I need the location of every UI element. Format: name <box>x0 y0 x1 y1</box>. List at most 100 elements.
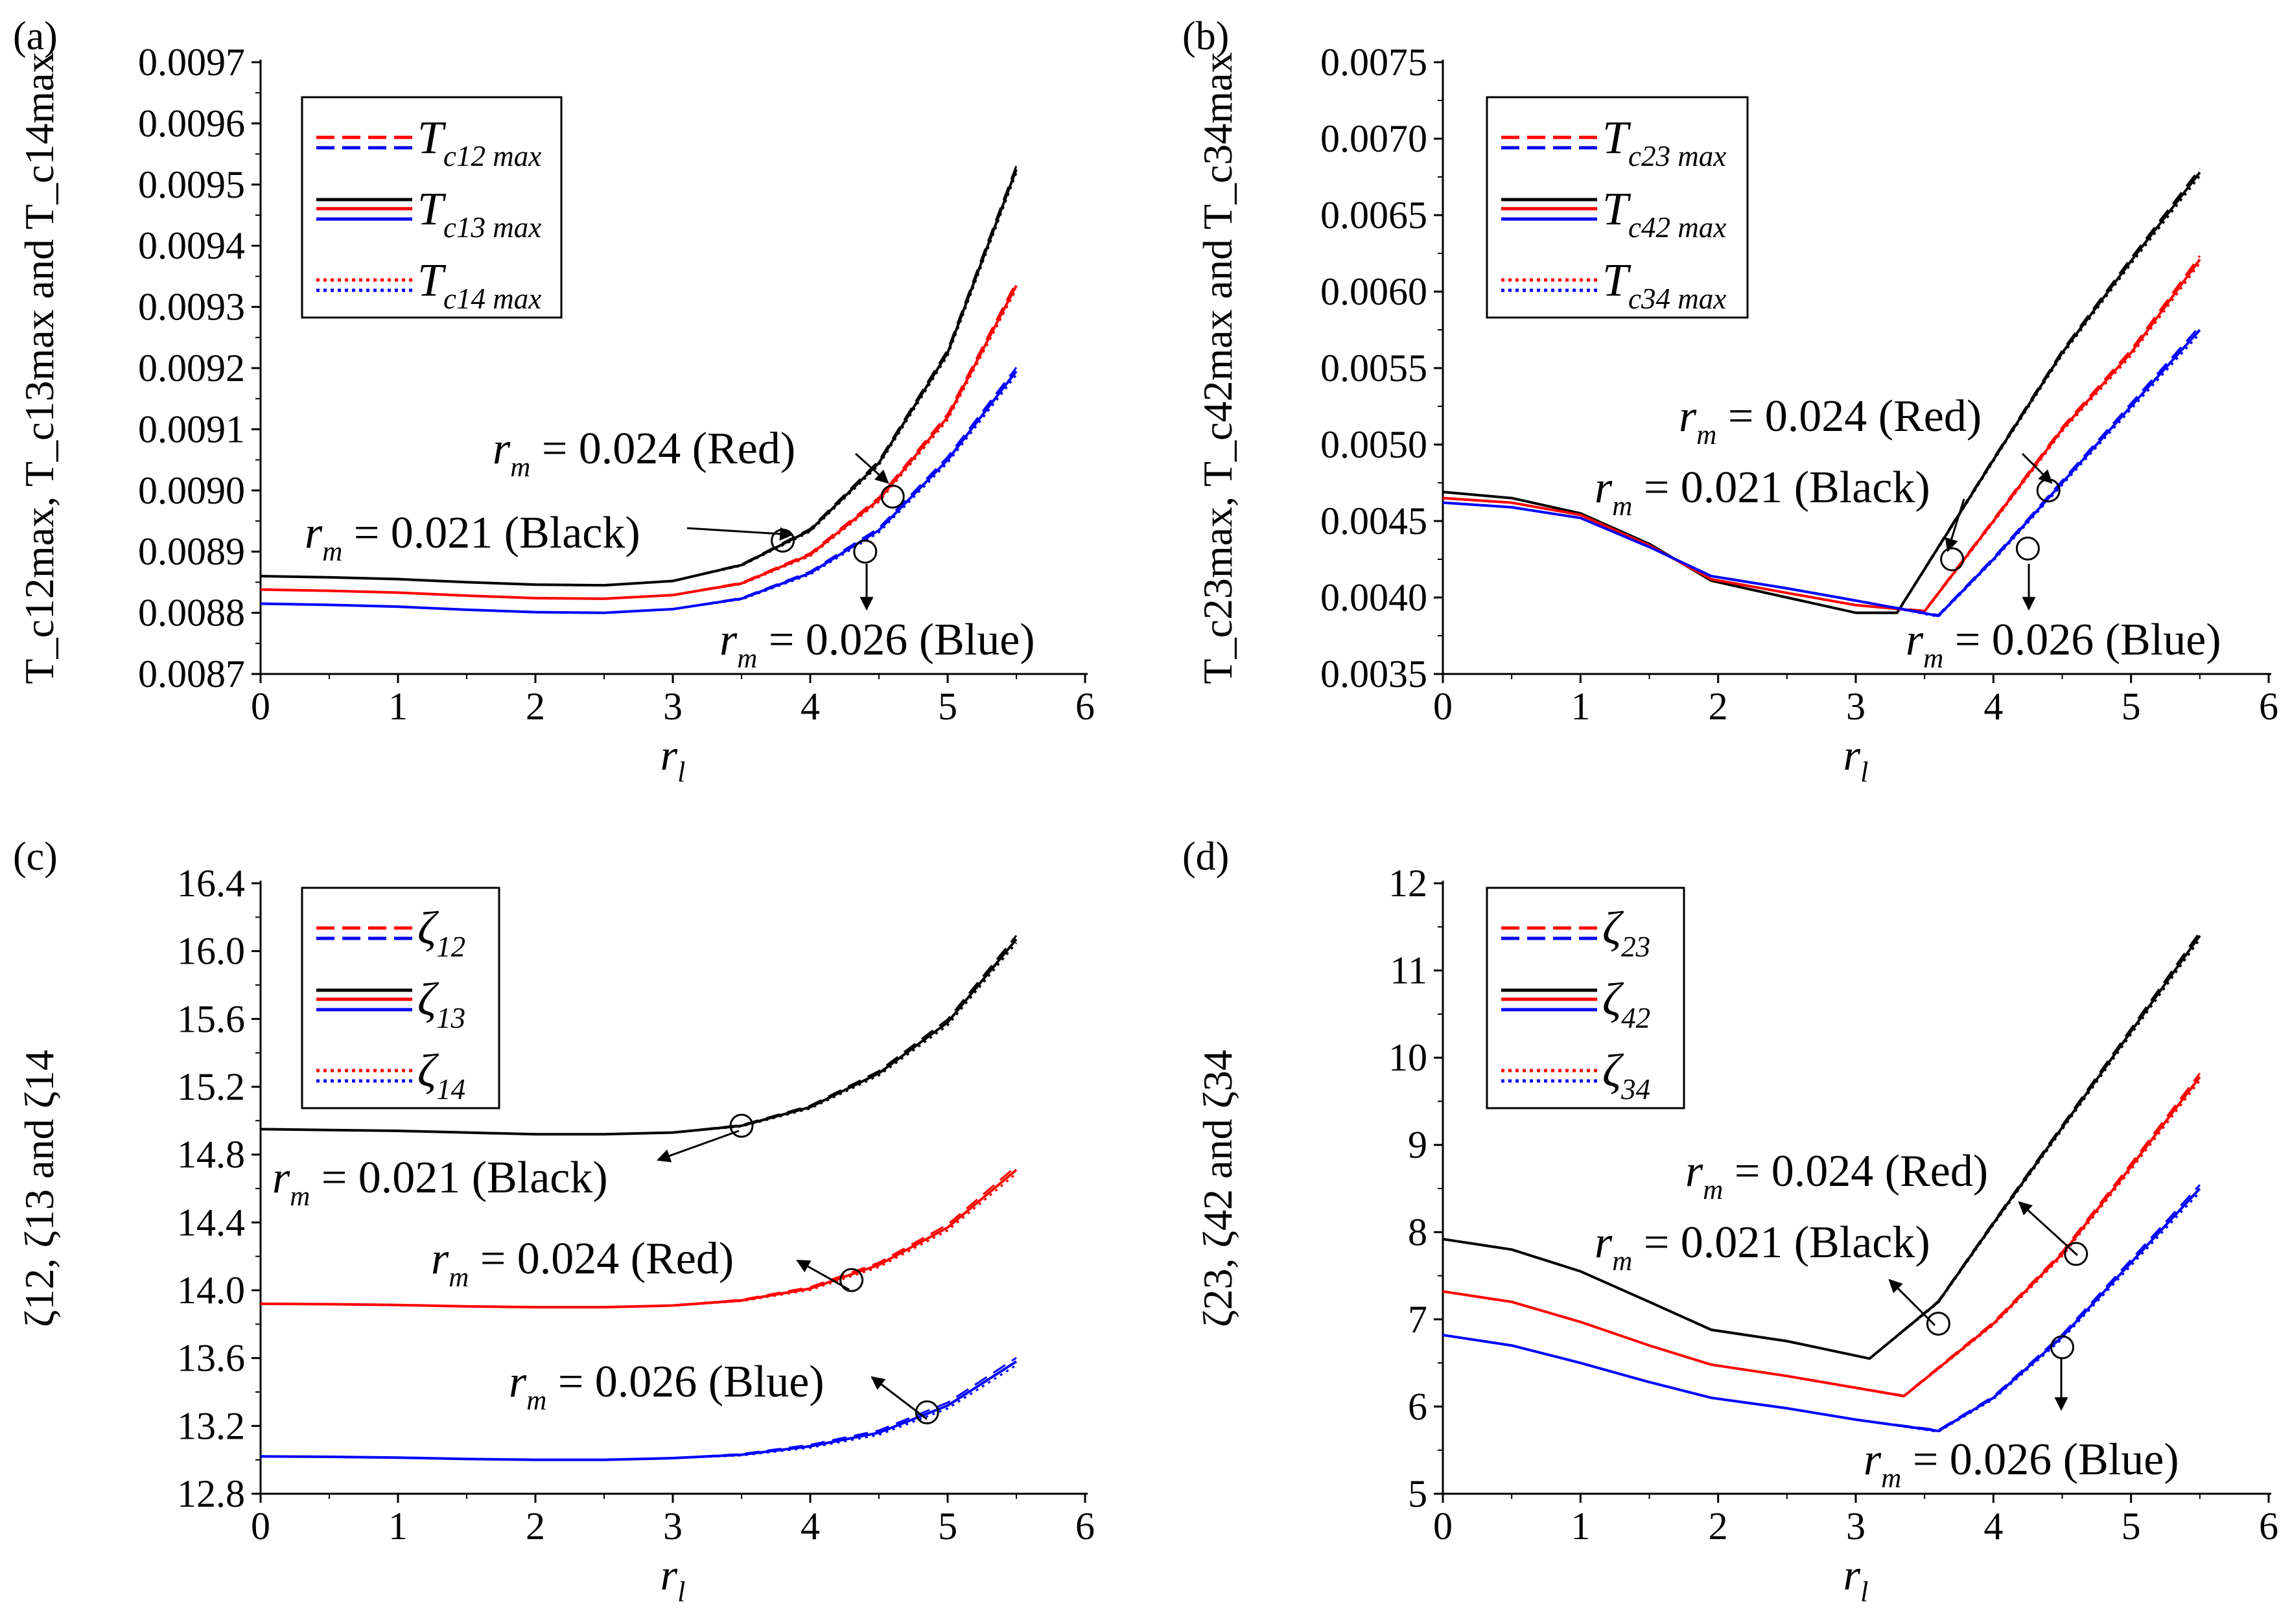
x-tick-label: 5 <box>2122 685 2141 728</box>
annotation-sub: c12 max <box>443 140 541 172</box>
annotation-text: rm = 0.024 (Red) <box>493 424 795 483</box>
y-tick-label: 0.0092 <box>138 347 245 389</box>
y-tick-label: 6 <box>1408 1385 1427 1428</box>
y-tick-label: 0.0095 <box>138 163 245 206</box>
x-tick-label: 2 <box>526 685 545 728</box>
legend-label: ζ34 <box>1602 1045 1650 1106</box>
x-tick-label: 2 <box>1709 1505 1728 1548</box>
y-tick-label: 0.0050 <box>1320 423 1427 466</box>
series-line-dashed <box>1442 325 2201 616</box>
annotation-lead: r <box>1906 615 1924 665</box>
annotation-lead: ζ <box>1602 1045 1624 1096</box>
panel-label: (d) <box>1182 835 1229 879</box>
annotation-marker-circle <box>2064 1242 2088 1266</box>
annotation-text: rm = 0.026 (Blue) <box>509 1357 824 1416</box>
annotation-arrow <box>2018 1201 2079 1257</box>
legend-label: Tc12 max <box>417 111 541 172</box>
annotation-marker-circle <box>1926 1312 1950 1336</box>
y-tick-label: 0.0060 <box>1320 270 1427 313</box>
x-label-sub: l <box>1860 756 1868 788</box>
y-tick-label: 13.2 <box>177 1404 245 1447</box>
annotation-rest: = 0.024 (Red) <box>1723 1146 1988 1196</box>
x-tick-label: 2 <box>1709 685 1728 728</box>
x-tick-label: 5 <box>938 1505 957 1548</box>
y-tick-label: 0.0097 <box>138 41 245 84</box>
panel-label: (a) <box>13 14 58 58</box>
y-tick-label: 0.0091 <box>138 408 245 450</box>
y-axis-label: ζ12, ζ13 and ζ14 <box>16 1050 62 1327</box>
x-tick-label: 5 <box>2122 1505 2141 1548</box>
annotation-lead: r <box>1595 1218 1613 1268</box>
annotation-lead: ζ <box>417 973 439 1025</box>
legend-label: Tc13 max <box>417 183 541 244</box>
annotation-sub: 13 <box>436 1002 465 1034</box>
annotation-arrow <box>871 1376 928 1421</box>
legend-label: ζ23 <box>1602 902 1650 963</box>
annotation-arrow <box>854 452 889 484</box>
x-tick-label: 4 <box>1983 685 2003 728</box>
x-label-main: r <box>1843 1550 1861 1599</box>
annotation-sub: m <box>1703 1175 1723 1205</box>
annotation-lead: ζ <box>1602 973 1624 1025</box>
x-tick-label: 5 <box>938 685 957 728</box>
annotation-rest: = 0.024 (Red) <box>1716 391 1982 441</box>
annotation-arrow <box>1945 498 1965 553</box>
annotation-lead: T <box>1602 254 1631 306</box>
series-line-solid <box>1442 259 2201 613</box>
panel-label: (b) <box>1182 14 1229 58</box>
y-tick-label: 0.0070 <box>1320 117 1427 160</box>
annotation-marker-circle <box>2050 1335 2074 1360</box>
x-tick-label: 0 <box>251 685 270 728</box>
annotation-text: rm = 0.026 (Blue) <box>1864 1435 2179 1494</box>
annotation-sub: c14 max <box>443 283 541 315</box>
y-tick-label: 0.0094 <box>138 224 245 267</box>
y-tick-label: 5 <box>1408 1472 1427 1515</box>
annotation-lead: r <box>1864 1435 1882 1485</box>
y-tick-label: 8 <box>1408 1211 1427 1253</box>
y-tick-label: 0.0045 <box>1320 500 1427 542</box>
annotation-lead: T <box>417 111 447 163</box>
panel-a: (a) 0 1 2 3 4 5 6 0.0087 0.0088 0.0089 0.0090 0.0091… <box>13 14 1095 788</box>
y-tick-label: 0.0093 <box>138 286 245 329</box>
annotation-lead: r <box>1679 391 1697 441</box>
x-tick-label: 6 <box>1075 685 1095 728</box>
annotation-rest: = 0.021 (Black) <box>1632 1218 1930 1268</box>
x-label-sub: l <box>677 756 685 788</box>
annotation-sub: c23 max <box>1628 140 1726 172</box>
y-axis-label: ζ23, ζ42 and ζ34 <box>1195 1050 1241 1327</box>
series-line-dotted <box>260 1172 1017 1308</box>
annotation-text: rm = 0.021 (Black) <box>1595 463 1930 522</box>
panel-label: (c) <box>13 835 58 879</box>
annotation-sub: m <box>526 1386 546 1416</box>
x-axis-label: rl <box>661 1550 686 1608</box>
annotation-marker-circle <box>729 1113 754 1138</box>
annotation-lead: ζ <box>1602 902 1624 954</box>
x-tick-label: 0 <box>1433 1505 1453 1548</box>
x-tick-label: 1 <box>1571 1505 1590 1548</box>
x-label-main: r <box>1843 730 1861 780</box>
series-line-dotted <box>1442 938 2201 1360</box>
annotation-text: rm = 0.021 (Black) <box>272 1153 608 1212</box>
y-tick-label: 0.0096 <box>138 102 245 145</box>
annotation-marker-circle <box>839 1268 864 1292</box>
annotation-lead: r <box>493 424 511 474</box>
annotation-rest: = 0.021 (Black) <box>310 1153 607 1203</box>
y-tick-label: 0.0065 <box>1320 194 1427 237</box>
annotation-sub: m <box>1881 1463 1901 1494</box>
series-line-dotted <box>260 288 1018 600</box>
x-axis-label: rl <box>1843 1550 1869 1608</box>
annotation-arrow <box>657 1130 740 1163</box>
x-tick-label: 4 <box>801 1505 820 1548</box>
annotation-arrow <box>2021 452 2053 484</box>
y-tick-label: 13.6 <box>177 1337 245 1380</box>
annotation-sub: m <box>1612 491 1632 522</box>
annotation-marker-circle <box>2015 536 2040 561</box>
annotation-lead: T <box>417 254 447 306</box>
annotation-rest: = 0.024 (Red) <box>530 424 795 474</box>
x-tick-label: 6 <box>1075 1505 1095 1548</box>
y-tick-label: 14.4 <box>177 1201 245 1244</box>
legend-label: ζ13 <box>417 973 465 1034</box>
annotation-lead: r <box>509 1357 527 1407</box>
y-tick-label: 15.2 <box>177 1065 245 1108</box>
y-axis-label: T_c12max, T_c13max and T_c14max <box>16 52 62 684</box>
